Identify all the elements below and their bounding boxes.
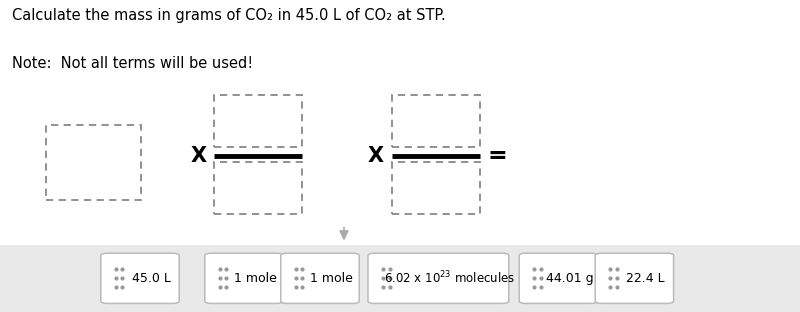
FancyBboxPatch shape: [214, 162, 302, 214]
FancyBboxPatch shape: [205, 253, 283, 303]
Text: 44.01 g: 44.01 g: [546, 272, 594, 285]
FancyBboxPatch shape: [214, 95, 302, 147]
FancyBboxPatch shape: [368, 253, 509, 303]
Text: X: X: [368, 146, 384, 166]
Text: 1 mole: 1 mole: [234, 272, 277, 285]
FancyBboxPatch shape: [0, 245, 800, 312]
Text: X: X: [190, 146, 206, 166]
FancyBboxPatch shape: [101, 253, 179, 303]
Text: 1 mole: 1 mole: [310, 272, 353, 285]
Text: Note:  Not all terms will be used!: Note: Not all terms will be used!: [12, 56, 253, 71]
Text: =: =: [488, 144, 507, 168]
FancyBboxPatch shape: [392, 95, 480, 147]
FancyBboxPatch shape: [519, 253, 598, 303]
Text: Calculate the mass in grams of CO₂ in 45.0 L of CO₂ at STP.: Calculate the mass in grams of CO₂ in 45…: [12, 8, 446, 23]
Text: 22.4 L: 22.4 L: [626, 272, 665, 285]
FancyBboxPatch shape: [46, 125, 141, 200]
FancyBboxPatch shape: [595, 253, 674, 303]
Text: 6.02 x $10^{23}$ molecules: 6.02 x $10^{23}$ molecules: [384, 270, 515, 287]
Text: 45.0 L: 45.0 L: [132, 272, 170, 285]
FancyBboxPatch shape: [392, 162, 480, 214]
FancyBboxPatch shape: [281, 253, 359, 303]
